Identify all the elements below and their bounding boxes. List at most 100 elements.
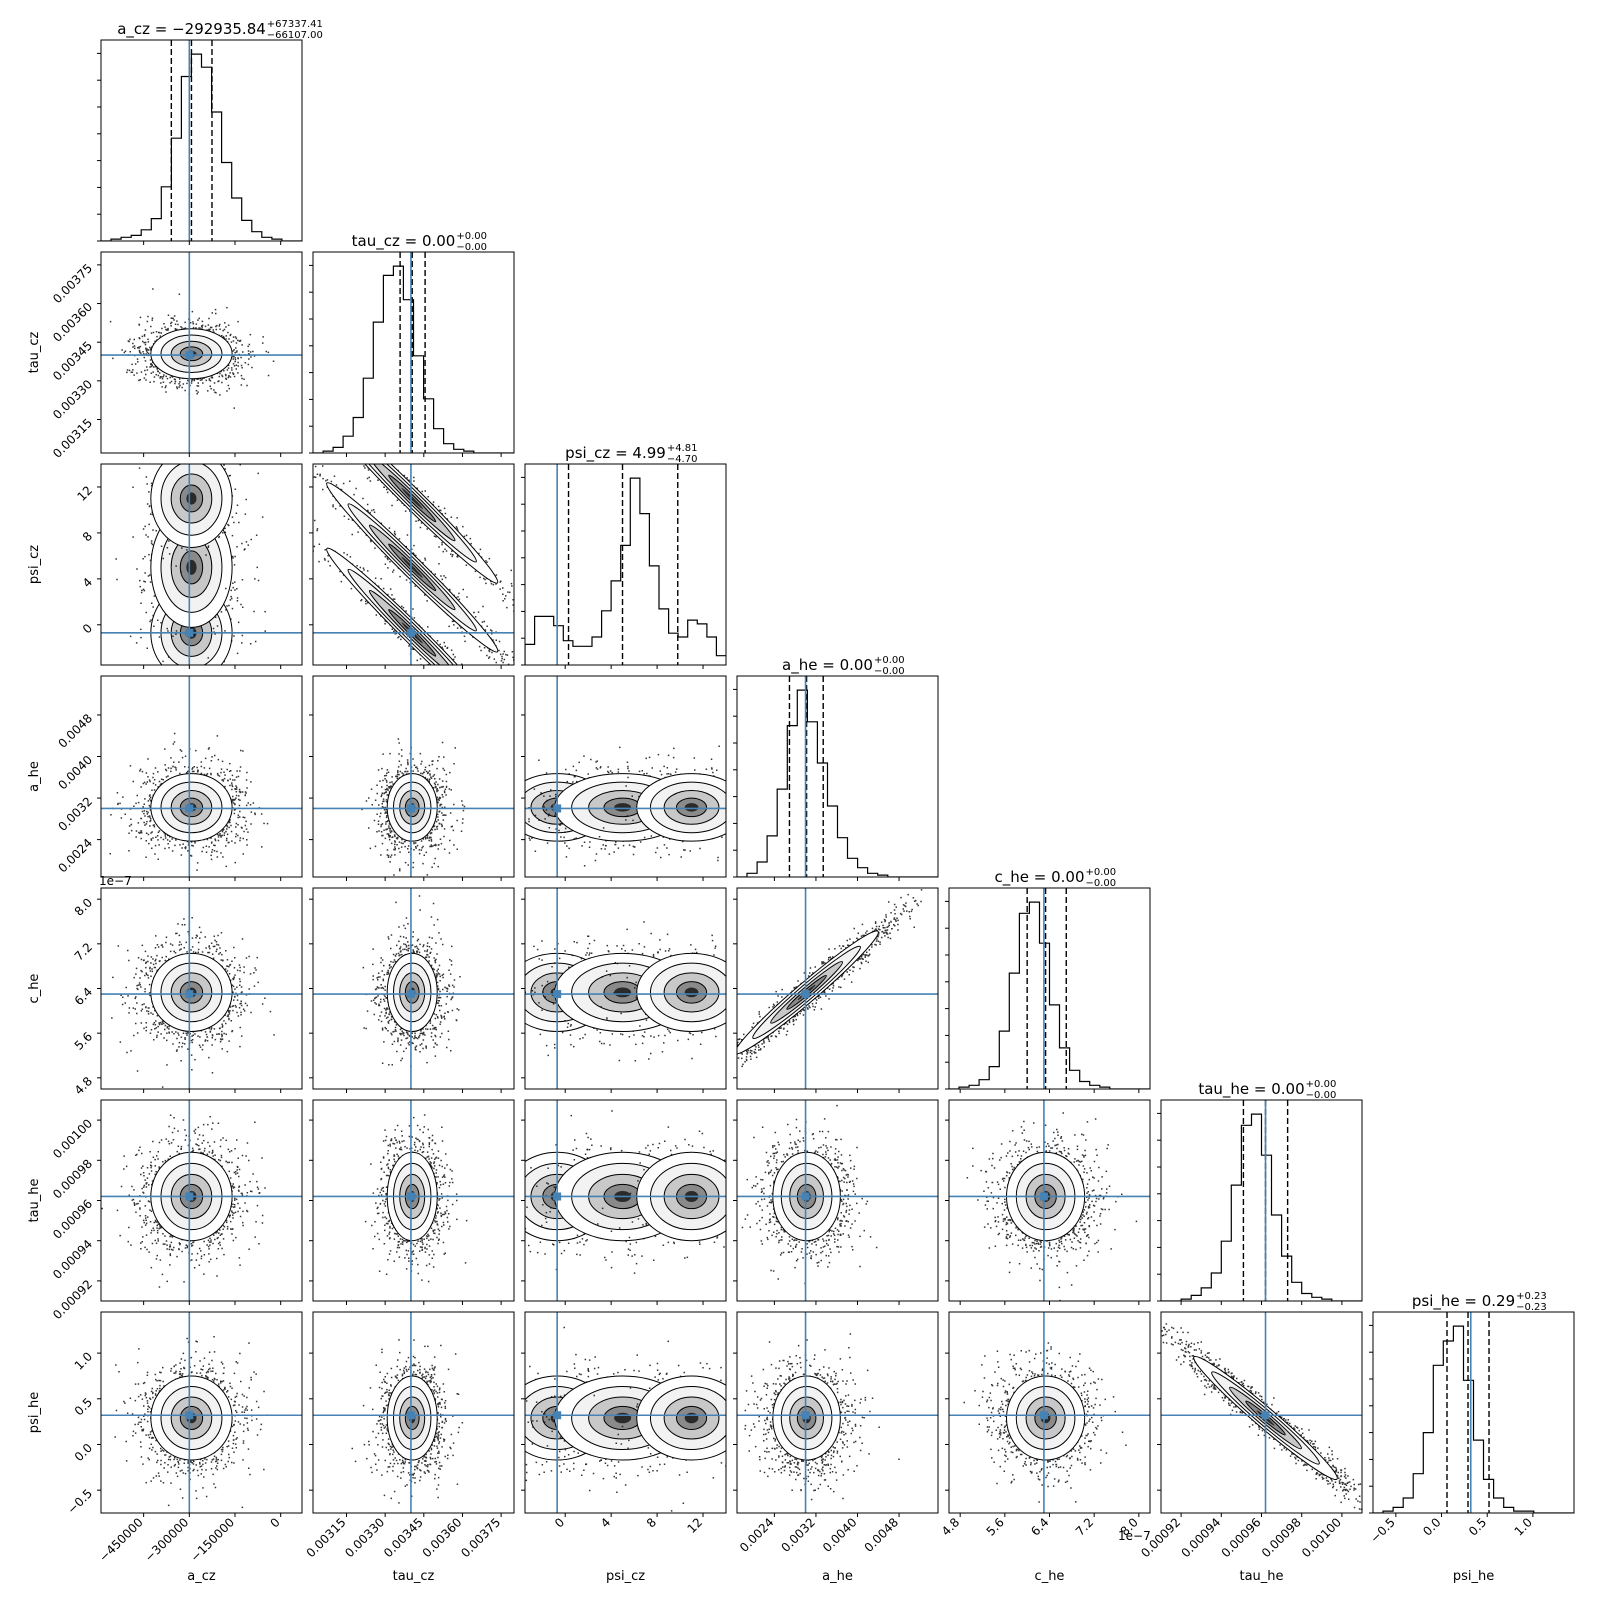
x-tick-label: 5.6 <box>984 1515 1007 1538</box>
histogram-step <box>1373 1325 1574 1513</box>
truth-marker <box>1261 1411 1270 1420</box>
truth-marker <box>801 1411 810 1420</box>
panel-c_he-vs-a_cz <box>101 888 302 1089</box>
x-tick-label: 4.8 <box>939 1515 962 1538</box>
x-tick-label: 0 <box>268 1515 283 1530</box>
x-tick-label: 0.00345 <box>381 1515 426 1560</box>
x-tick-label: 7.2 <box>1073 1515 1096 1538</box>
histogram-step <box>1161 1113 1362 1301</box>
x-axis-label-psi_cz: psi_cz <box>606 1569 645 1584</box>
marginal-psi_cz <box>525 464 726 665</box>
y-tick-label: 0.00345 <box>50 338 95 383</box>
axes-frame-0-0 <box>100 39 303 242</box>
mode-2-contour-4 <box>684 1412 699 1424</box>
mode-2-contour-4 <box>684 803 699 812</box>
y-tick-label: 12 <box>74 483 95 504</box>
marginal-a_cz <box>101 40 302 241</box>
truth-marker <box>801 1192 810 1201</box>
title-main: psi_cz = 4.99 <box>565 444 666 463</box>
title-psi_he: psi_he = 0.29 +0.23−0.23 <box>1412 1291 1547 1313</box>
truth-marker <box>553 804 562 813</box>
x-tick-label: 0.00098 <box>1259 1515 1304 1560</box>
truth-marker <box>185 1411 194 1420</box>
panel-tau_he-vs-tau_cz <box>313 1100 514 1301</box>
x-tick-label: 0.00096 <box>1219 1515 1264 1560</box>
x-tick-label: 0.00375 <box>458 1515 503 1560</box>
title-minus: −4.70 <box>667 454 698 465</box>
y-tick-label: 5.6 <box>72 1029 95 1052</box>
histogram-step <box>525 477 726 665</box>
truth-marker <box>185 628 194 637</box>
axes-frame-1-0 <box>100 251 303 454</box>
title-a_he: a_he = 0.00 +0.00−0.00 <box>782 655 905 677</box>
title-tau_cz: tau_cz = 0.00 +0.00−0.00 <box>352 231 487 253</box>
title-plus: +0.00 <box>1306 1079 1337 1090</box>
y-tick-label: 7.2 <box>72 940 95 963</box>
x-tick-label: 0.0048 <box>862 1515 902 1555</box>
panel-psi_he-vs-a_cz <box>101 1312 302 1513</box>
x-tick-label: 4 <box>598 1515 613 1530</box>
axes-frame-6-0 <box>100 1311 303 1514</box>
mode-1-contour-4 <box>614 987 632 998</box>
y-axis-label-psi_he: psi_he <box>27 1392 42 1433</box>
axes-frame-6-3 <box>736 1311 939 1514</box>
truth-marker <box>406 804 415 813</box>
truth-marker <box>406 990 415 999</box>
marginal-c_he <box>949 888 1150 1089</box>
truth-marker <box>553 1411 562 1420</box>
panel-a_he-vs-psi_cz <box>525 676 726 877</box>
axes-frame-2-0 <box>100 463 303 666</box>
panel-c_he-vs-psi_cz <box>525 888 726 1089</box>
mode-2-contour-4 <box>684 987 699 998</box>
title-main: tau_he = 0.00 <box>1198 1080 1304 1099</box>
marginal-psi_he <box>1373 1312 1574 1513</box>
x-tick-label: 0 <box>552 1515 567 1530</box>
x-tick-label: 0.0040 <box>820 1515 860 1555</box>
x-tick-label: 12 <box>684 1515 705 1536</box>
y-tick-label: 0.0040 <box>56 753 96 793</box>
y-tick-label: 0.0024 <box>56 836 96 876</box>
title-minus: −0.23 <box>1516 1302 1547 1313</box>
y-tick-label: 1.0 <box>72 1349 95 1372</box>
axes-frame-6-1 <box>312 1311 515 1514</box>
y-tick-label: 4 <box>80 575 95 590</box>
title-minus: −0.00 <box>456 242 487 253</box>
panel-a_he-vs-tau_cz <box>313 676 514 877</box>
panel-psi_he-vs-a_he <box>737 1312 938 1513</box>
x-tick-label: 0.0024 <box>737 1515 777 1555</box>
truth-marker <box>406 1411 415 1420</box>
axes-frame-6-2 <box>524 1311 727 1514</box>
x-tick-label: 6.4 <box>1028 1515 1051 1538</box>
histogram-step <box>313 265 514 453</box>
title-c_he: c_he = 0.00 +0.00−0.00 <box>995 867 1117 889</box>
y-tick-label: 0.0048 <box>56 711 96 751</box>
x-tick-label: 8 <box>644 1515 659 1530</box>
truth-marker <box>185 990 194 999</box>
y-tick-label: 0.00094 <box>50 1237 95 1282</box>
title-main: psi_he = 0.29 <box>1412 1292 1515 1311</box>
truth-marker <box>1039 1411 1048 1420</box>
x-tick-label: 0.0 <box>1420 1515 1443 1538</box>
title-a_cz: a_cz = −292935.84 +67337.41−66107.00 <box>117 19 323 41</box>
panel-psi_he-vs-tau_he <box>1161 1312 1362 1513</box>
x-tick-label: −150000 <box>188 1515 237 1564</box>
title-minus: −0.00 <box>1086 878 1117 889</box>
y-axis-label-c_he: c_he <box>27 974 42 1004</box>
truth-marker <box>406 1192 415 1201</box>
x-axis-label-psi_he: psi_he <box>1453 1569 1494 1584</box>
y-offset-label: 1e−7 <box>99 874 132 888</box>
branch-2-contour-4 <box>401 487 423 510</box>
panel-tau_cz-vs-a_cz <box>101 252 302 453</box>
axes-frame-1-1 <box>312 251 515 454</box>
axes-frame-2-2 <box>524 463 727 666</box>
title-psi_cz: psi_cz = 4.99 +4.81−4.70 <box>565 443 697 465</box>
axes-frame-6-6 <box>1372 1311 1575 1514</box>
marginal-a_he <box>737 676 938 877</box>
y-tick-label: 8 <box>80 529 95 544</box>
y-axis-label-tau_cz: tau_cz <box>27 331 42 373</box>
title-main: a_he = 0.00 <box>782 656 873 675</box>
y-axis-label-psi_cz: psi_cz <box>27 545 42 584</box>
x-tick-label: 0.00094 <box>1178 1515 1223 1560</box>
y-tick-label: 0.0 <box>72 1441 95 1464</box>
